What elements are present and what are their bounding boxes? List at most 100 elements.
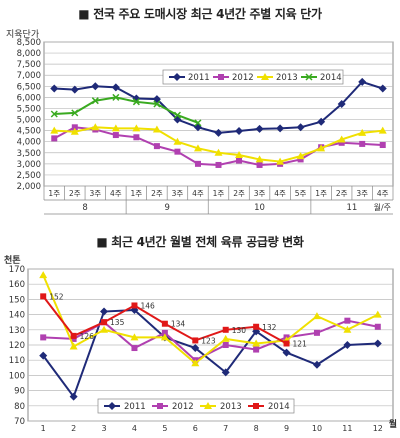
legend-label: 2014 xyxy=(268,402,290,412)
week-tick-label: 2주 xyxy=(336,189,348,198)
y-axis-label: 지육단가 xyxy=(6,29,39,40)
y-tick-label: 4,500 xyxy=(17,127,41,137)
data-point-2011 xyxy=(373,339,382,348)
data-point-2011 xyxy=(235,127,244,136)
data-point-2012 xyxy=(313,329,320,336)
data-point-2014 xyxy=(253,323,260,330)
data-point-2013 xyxy=(152,125,161,133)
data-point-2011 xyxy=(276,124,285,133)
y-tick-label: 5,000 xyxy=(17,116,41,126)
legend-label: 2013 xyxy=(220,402,242,412)
week-tick-label: 4주 xyxy=(192,189,204,198)
x-tick-label: 3 xyxy=(101,424,106,433)
y-tick-label: 70 xyxy=(14,417,25,427)
legend-marker-2011 xyxy=(173,73,181,81)
data-point-2013 xyxy=(296,152,305,160)
y-tick-label: 150 xyxy=(9,295,25,305)
y-tick-label: 3,000 xyxy=(17,160,41,170)
data-point-2012 xyxy=(194,160,201,167)
data-point-2012 xyxy=(70,335,77,342)
data-point-2012 xyxy=(256,161,263,168)
legend-label: 2011 xyxy=(124,402,146,412)
data-point-2012 xyxy=(153,143,160,150)
month-tick-label: 11 xyxy=(347,203,358,213)
y-tick-label: 130 xyxy=(9,326,25,336)
data-point-2014 xyxy=(222,326,229,333)
data-point-2012 xyxy=(71,124,78,131)
data-point-2014 xyxy=(50,110,58,118)
data-point-2012 xyxy=(40,334,47,341)
data-label: 135 xyxy=(110,318,125,327)
data-point-2013 xyxy=(317,144,326,152)
data-point-2011 xyxy=(111,83,120,92)
legend-label: 2011 xyxy=(188,73,210,83)
x-tick-label: 12 xyxy=(373,424,383,433)
legend-marker-2014 xyxy=(253,403,259,409)
legend-box xyxy=(97,398,295,414)
data-point-2013 xyxy=(39,271,48,279)
data-point-2013 xyxy=(235,150,244,158)
data-label: 152 xyxy=(49,292,64,301)
data-point-2013 xyxy=(50,126,59,134)
y-tick-label: 140 xyxy=(9,311,25,321)
data-point-2013 xyxy=(191,359,200,367)
data-point-2011 xyxy=(214,128,223,137)
y-tick-label: 4,000 xyxy=(17,138,41,148)
month-tick-label: 9 xyxy=(164,203,169,213)
data-point-2013 xyxy=(132,124,141,132)
data-point-2014 xyxy=(91,97,99,105)
week-tick-label: 3주 xyxy=(89,189,101,198)
data-point-2012 xyxy=(297,156,304,163)
x-axis-label: 월 xyxy=(389,418,397,430)
data-point-2013 xyxy=(70,127,79,135)
data-point-2012 xyxy=(174,148,181,155)
x-tick-label: 8 xyxy=(254,424,259,433)
data-point-2014 xyxy=(112,93,120,101)
y-tick-label: 3,500 xyxy=(17,149,41,159)
data-point-2011 xyxy=(100,307,109,316)
data-point-2013 xyxy=(221,334,230,342)
data-point-2012 xyxy=(374,323,381,330)
week-tick-label: 4주 xyxy=(274,189,286,198)
data-point-2013 xyxy=(111,124,120,132)
data-point-2013 xyxy=(69,342,78,350)
data-point-2014 xyxy=(131,302,138,309)
data-point-2011 xyxy=(50,84,59,93)
y-tick-label: 6,000 xyxy=(17,93,41,103)
y-tick-label: 5,500 xyxy=(17,104,41,114)
data-point-2014 xyxy=(192,337,199,344)
data-point-2012 xyxy=(236,157,243,164)
y-tick-label: 170 xyxy=(9,265,25,275)
week-tick-label: 4주 xyxy=(377,189,389,198)
data-point-2012 xyxy=(253,346,260,353)
data-point-2014 xyxy=(283,340,290,347)
data-point-2014 xyxy=(161,320,168,327)
week-tick-label: 1주 xyxy=(48,189,60,198)
x-tick-label: 7 xyxy=(223,424,228,433)
y-tick-label: 120 xyxy=(9,341,25,351)
data-point-2011 xyxy=(221,368,230,377)
week-tick-label: 2주 xyxy=(69,189,81,198)
y-tick-label: 2,500 xyxy=(17,171,41,181)
data-point-2014 xyxy=(132,98,140,106)
legend-marker-2012 xyxy=(218,74,224,80)
data-point-2012 xyxy=(161,329,168,336)
legend-label: 2014 xyxy=(320,73,342,83)
x-tick-label: 11 xyxy=(342,424,352,433)
week-tick-label: 1주 xyxy=(131,189,143,198)
data-point-2013 xyxy=(214,148,223,156)
data-point-2013 xyxy=(160,333,169,341)
data-point-2011 xyxy=(312,360,321,369)
data-point-2012 xyxy=(112,132,119,139)
chart-2-title: ■ 최근 4년간 월별 전체 육류 공급량 변화 xyxy=(96,235,304,249)
legend-marker-2012 xyxy=(157,403,163,409)
week-tick-label: 5주 xyxy=(295,189,307,198)
legend-marker-2011 xyxy=(108,402,116,410)
data-label: 126 xyxy=(80,332,95,341)
data-point-2013 xyxy=(312,312,321,320)
week-tick-label: 2주 xyxy=(233,189,245,198)
data-point-2011 xyxy=(70,85,79,94)
data-label: 146 xyxy=(140,301,155,310)
data-point-2011 xyxy=(191,344,200,353)
data-point-2011 xyxy=(69,392,78,401)
